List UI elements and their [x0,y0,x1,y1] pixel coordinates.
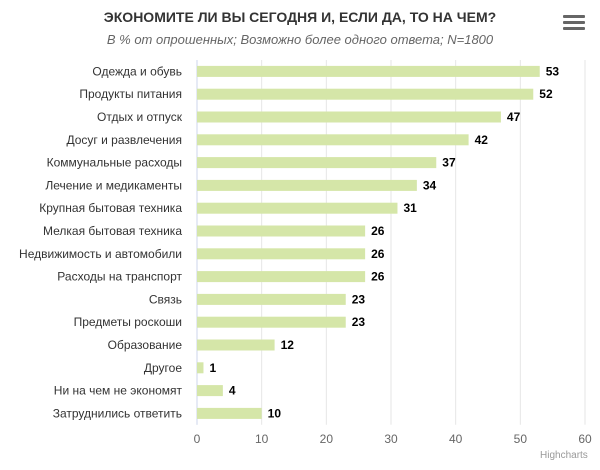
data-label: 31 [403,201,417,215]
chart-title: ЭКОНОМИТЕ ЛИ ВЫ СЕГОДНЯ И, ЕСЛИ ДА, ТО Н… [103,9,497,25]
bar[interactable] [197,111,501,123]
data-label: 34 [423,178,437,192]
data-label: 26 [371,247,385,261]
hamburger-icon[interactable] [563,15,585,33]
category-label: Досуг и развлечения [66,133,182,147]
labels: 0 10 20 30 40 50 60 Одежда и обувь 53 Продукты пи… [19,64,592,445]
data-label: 53 [546,64,560,78]
x-tick-label: 40 [449,432,463,446]
bar[interactable] [197,271,366,283]
data-label: 1 [209,361,216,375]
credits-link[interactable]: Highcharts [540,450,588,461]
category-label: Связь [149,292,182,306]
category-label: Крупная бытовая техника [39,201,182,215]
category-label: Расходы на транспорт [57,270,182,284]
data-label: 26 [371,224,385,238]
data-label: 23 [352,292,366,306]
category-label: Одежда и обувь [92,64,182,78]
category-label: Лечение и медикаменты [45,178,182,192]
bar[interactable] [197,134,469,146]
bar[interactable] [197,88,534,100]
category-label: Мелкая бытовая техника [43,224,182,238]
bar[interactable] [197,407,262,419]
bar[interactable] [197,385,223,397]
bar[interactable] [197,65,540,77]
data-label: 12 [281,338,295,352]
bar[interactable] [197,293,346,305]
x-tick-label: 0 [194,432,201,446]
category-label: Другое [144,361,182,375]
bar[interactable] [197,248,366,260]
data-label: 42 [475,133,489,147]
category-label: Отдых и отпуск [97,110,183,124]
category-label: Ни на чем не экономят [54,384,183,398]
bar[interactable] [197,179,417,191]
data-label: 26 [371,270,385,284]
bar[interactable] [197,339,275,351]
x-tick-label: 10 [255,432,269,446]
bar[interactable] [197,157,437,169]
chart-subtitle: В % от опрошенных; Возможно более одного… [106,32,494,47]
data-label: 23 [352,315,366,329]
bar[interactable] [197,202,398,214]
category-label: Затруднились ответить [53,406,182,420]
data-label: 4 [229,384,236,398]
bar[interactable] [197,316,346,328]
data-label: 10 [268,406,282,420]
bar[interactable] [197,362,204,374]
x-tick-label: 50 [514,432,528,446]
bar[interactable] [197,225,366,237]
x-tick-label: 60 [578,432,592,446]
category-label: Предметы роскоши [74,315,182,329]
category-label: Коммунальные расходы [47,156,182,170]
x-tick-label: 20 [320,432,334,446]
data-label: 52 [539,87,553,101]
category-label: Недвижимость и автомобили [19,247,182,261]
data-label: 47 [507,110,521,124]
x-tick-label: 30 [384,432,398,446]
category-label: Продукты питания [79,87,182,101]
data-label: 37 [442,156,456,170]
category-label: Образование [108,338,183,352]
bars [197,65,540,419]
